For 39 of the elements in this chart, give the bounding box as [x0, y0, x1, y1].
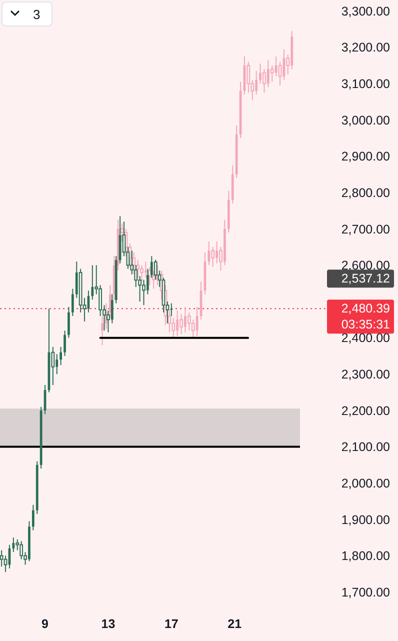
candlestick: [196, 306, 198, 336]
y-tick-label: 2,900.00: [341, 150, 390, 164]
candlestick: [208, 241, 210, 266]
y-tick-label: 3,300.00: [341, 4, 390, 18]
y-tick-label: 1,700.00: [341, 585, 390, 600]
y-tick-label: 1,800.00: [341, 549, 390, 564]
candlestick: [91, 264, 94, 300]
y-tick-label: 1,900.00: [341, 512, 390, 527]
candlestick: [110, 294, 114, 324]
x-tick-label: 21: [228, 617, 242, 631]
y-tick-label: 2,300.00: [341, 368, 390, 382]
candlestick: [278, 61, 282, 86]
x-tick-label: 9: [42, 617, 49, 631]
candlestick: [71, 288, 74, 317]
text: 2,537.12: [341, 272, 390, 286]
candlestick: [109, 284, 112, 318]
candlestick: [60, 346, 62, 366]
annotation: 3: [33, 7, 40, 22]
candlestick: [32, 504, 34, 531]
y-tick-label: 2,200.00: [341, 404, 390, 418]
ref-line-label: 2,480.39 03:35:31: [341, 302, 390, 332]
y-tick-label: 2,100.00: [341, 440, 390, 454]
x-tick-label: 13: [101, 617, 116, 631]
y-tick-label: 2,800.00: [341, 186, 390, 200]
y-tick-label: 3,000.00: [341, 113, 390, 128]
candlestick: [68, 306, 70, 338]
candlestick: [64, 330, 66, 356]
candlestick: [170, 302, 173, 317]
y-tick-label: 3,200.00: [341, 40, 390, 55]
y-tick-label: 2,700.00: [341, 222, 390, 236]
candlestick: [12, 537, 15, 553]
y-tick-label: 2,400.00: [341, 331, 390, 346]
y-tick-label: 3,100.00: [341, 77, 390, 91]
x-tick-label: 17: [164, 617, 178, 631]
candlestick: [274, 56, 278, 77]
candlestick: [20, 540, 24, 560]
y-tick-label: 2,600.00: [341, 258, 390, 273]
y-tick-label: 2,000.00: [341, 476, 390, 490]
candlestick: [101, 316, 104, 346]
